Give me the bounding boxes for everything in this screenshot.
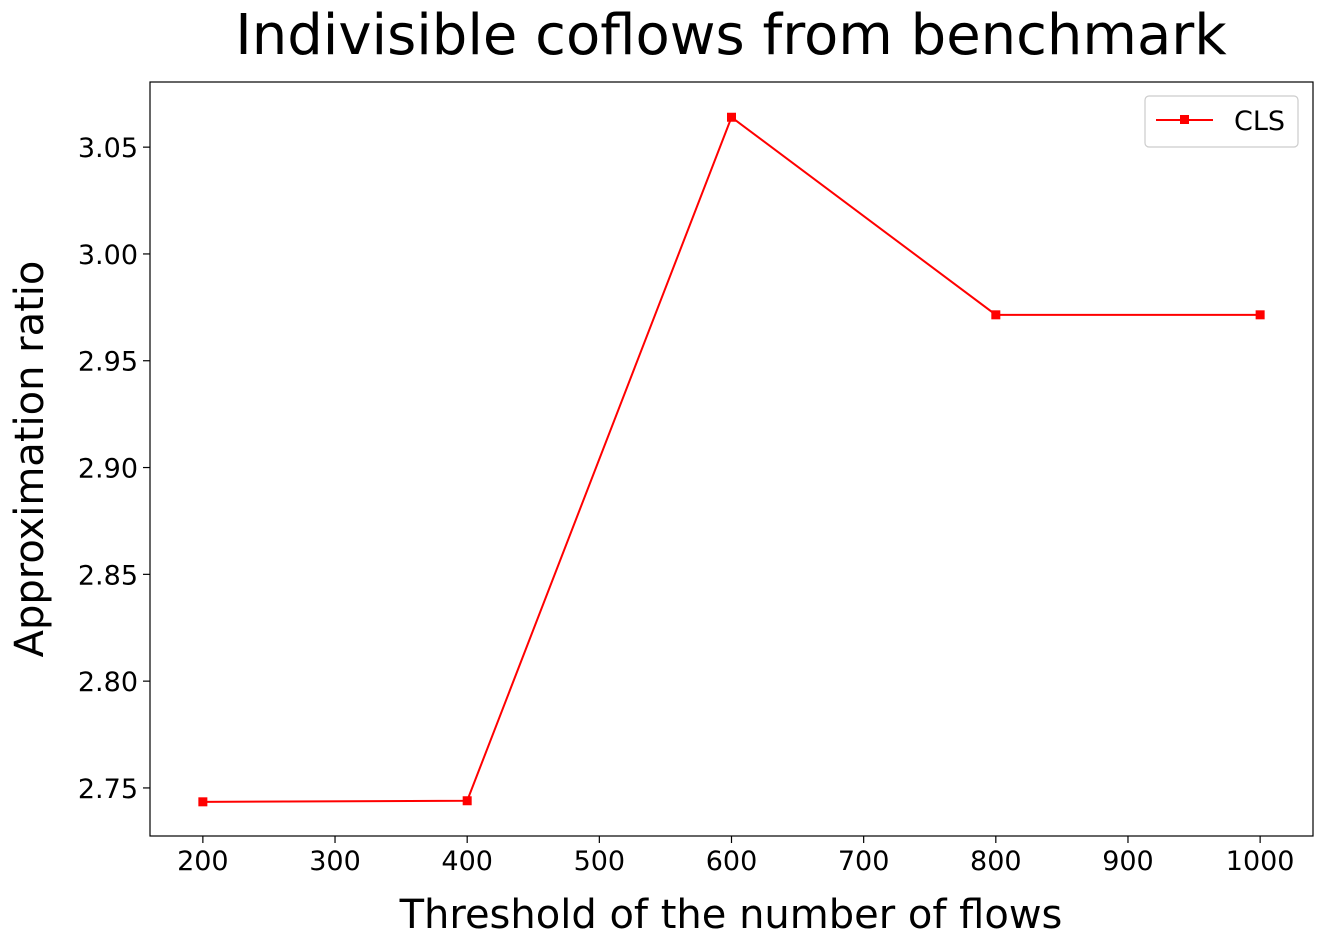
x-tick-label: 600 [706,846,758,877]
x-tick-label: 500 [574,846,626,877]
y-axis: 2.75 2.80 2.85 2.90 2.95 3.00 3.05 [78,133,150,805]
y-tick-label: 2.80 [78,667,138,698]
y-tick-label: 2.95 [78,347,138,378]
y-tick-label: 3.05 [78,133,138,164]
x-axis-label: Threshold of the number of flows [399,892,1063,938]
x-tick-label: 1000 [1226,846,1295,877]
x-tick-label: 900 [1102,846,1154,877]
x-tick-label: 300 [309,846,361,877]
x-axis: 200 300 400 500 600 700 800 900 1000 [177,836,1294,877]
data-point [727,112,736,122]
y-axis-label: Approximation ratio [7,261,53,658]
legend-label-cls: CLS [1234,106,1285,137]
legend: CLS [1144,95,1299,148]
x-tick-label: 200 [177,846,229,877]
y-tick-label: 3.00 [78,240,138,271]
chart-title: Indivisible coflows from benchmark [235,3,1227,68]
y-tick-label: 2.75 [78,774,138,805]
legend-box [1144,95,1299,148]
data-point [991,310,1001,320]
data-point [462,796,472,806]
plot-area [149,81,1314,837]
data-point [198,797,208,807]
x-tick-label: 700 [838,846,890,877]
x-tick-label: 400 [441,846,493,877]
legend-marker-cls [1180,115,1189,124]
x-tick-label: 800 [970,846,1022,877]
series-line-cls [202,115,1261,803]
series-layer [198,112,1265,807]
y-tick-label: 2.90 [78,454,138,485]
data-point [1255,310,1265,320]
y-tick-label: 2.85 [78,560,138,591]
